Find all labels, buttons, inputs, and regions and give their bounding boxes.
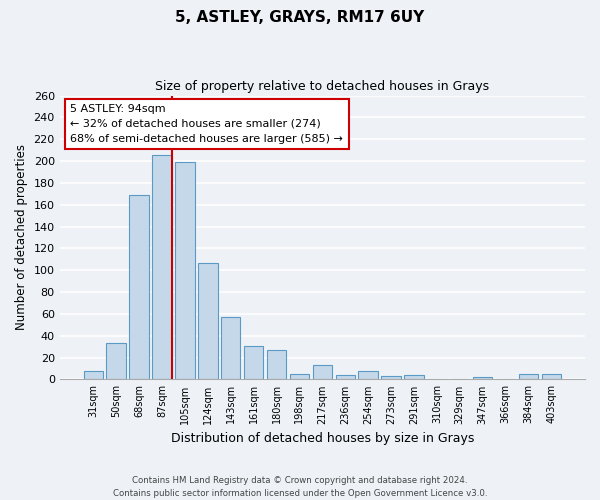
Bar [358, 370, 378, 380]
Bar [106, 344, 126, 380]
Bar [382, 376, 401, 380]
Bar [130, 195, 149, 380]
Bar [198, 262, 218, 380]
Text: 5, ASTLEY, GRAYS, RM17 6UY: 5, ASTLEY, GRAYS, RM17 6UY [175, 10, 425, 25]
Bar [175, 162, 194, 380]
Bar [542, 374, 561, 380]
Bar [267, 350, 286, 380]
Bar [290, 374, 309, 380]
Bar [244, 346, 263, 380]
Bar [313, 365, 332, 380]
Bar [335, 375, 355, 380]
Bar [404, 375, 424, 380]
Text: 5 ASTLEY: 94sqm
← 32% of detached houses are smaller (274)
68% of semi-detached : 5 ASTLEY: 94sqm ← 32% of detached houses… [70, 104, 343, 144]
Title: Size of property relative to detached houses in Grays: Size of property relative to detached ho… [155, 80, 490, 93]
Bar [473, 377, 493, 380]
Bar [83, 370, 103, 380]
Bar [221, 317, 241, 380]
Bar [519, 374, 538, 380]
X-axis label: Distribution of detached houses by size in Grays: Distribution of detached houses by size … [170, 432, 474, 445]
Bar [152, 154, 172, 380]
Text: Contains HM Land Registry data © Crown copyright and database right 2024.
Contai: Contains HM Land Registry data © Crown c… [113, 476, 487, 498]
Y-axis label: Number of detached properties: Number of detached properties [15, 144, 28, 330]
